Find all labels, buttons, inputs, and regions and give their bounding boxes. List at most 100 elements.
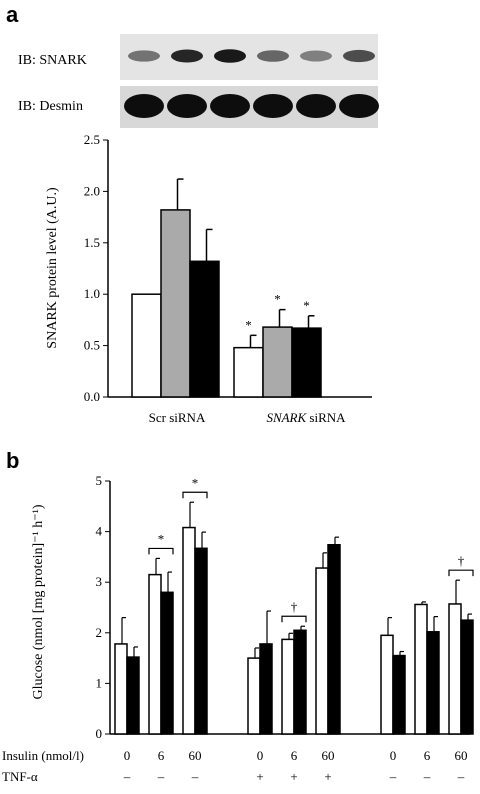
chart-a-group-label-scr: Scr siRNA: [149, 410, 206, 425]
snark-bands: [128, 49, 375, 63]
chart-b-condition-value: +: [457, 791, 464, 794]
chart-b-bar: [281, 638, 295, 735]
chart-b-condition-value: 0: [124, 748, 131, 763]
chart-b-condition-value: 0: [257, 748, 264, 763]
panel-a-letter: a: [6, 2, 19, 27]
chart-b-significance-symbol: *: [158, 531, 165, 546]
chart-b-significance-bracket: [182, 491, 208, 499]
western-blot: IB: SNARK IB: Desmin: [18, 34, 379, 128]
snark-band: [343, 49, 375, 63]
chart-a-bar: [233, 346, 264, 398]
chart-b-ytick-label: 4: [96, 524, 103, 539]
chart-b-significance-bracket: [448, 569, 474, 577]
panel-b-letter: b: [6, 448, 20, 473]
desmin-band: [339, 94, 379, 118]
chart-b-condition-value: 6: [291, 748, 298, 763]
chart-b-condition-label: TNF-α: [2, 769, 38, 784]
chart-b-condition-value: –: [256, 791, 264, 794]
chart-a-bar: [189, 260, 220, 398]
chart-b-condition-value: +: [324, 769, 331, 784]
snark-band: [171, 49, 203, 63]
chart-b-bar: [414, 603, 428, 735]
chart-a-ytick-label: 0.5: [84, 338, 100, 353]
chart-b-condition-value: +: [389, 791, 396, 794]
chart-a-ytick-label: 0.0: [84, 389, 100, 404]
chart-b-condition-value: 60: [322, 748, 335, 763]
chart-b-condition-value: –: [423, 769, 431, 784]
chart-b-bar: [380, 634, 394, 735]
chart-b-condition-value: +: [290, 769, 297, 784]
chart-b-bar: [114, 643, 128, 735]
chart-a-bar: [160, 209, 191, 398]
chart-b-condition-label: Insulin (nmol/l): [2, 748, 84, 763]
chart-a-group-label-rest: siRNA: [306, 410, 346, 425]
chart-b-bar: [315, 567, 329, 735]
desmin-band: [296, 94, 336, 118]
chart-b-bar: [126, 656, 140, 735]
chart-a-significance-marker: *: [245, 317, 252, 332]
chart-b-bar: [448, 603, 462, 735]
chart-b-bar: [460, 619, 474, 735]
snark-band: [257, 50, 289, 62]
chart-a: SNARK protein level (A.U.) 0.0 0.5 1.0 1.5 2…: [45, 132, 372, 425]
chart-b-ytick-label: 1: [96, 675, 103, 690]
snark-band: [128, 50, 160, 62]
chart-a-group-label-snark: SNARK siRNA: [266, 410, 346, 425]
chart-b-significance-symbol: †: [291, 599, 298, 614]
chart-b-significance-symbol: *: [192, 475, 199, 490]
chart-b-ytick-label: 3: [96, 574, 103, 589]
chart-b: Glucose (nmol [mg protein]⁻¹ h⁻¹) 0 1 2 3 4 5…: [2, 473, 474, 794]
chart-b-bar: [160, 591, 174, 735]
chart-b-bar: [247, 657, 261, 735]
chart-b-bar: [259, 643, 273, 735]
chart-b-condition-value: –: [191, 769, 199, 784]
chart-a-bar: [291, 327, 322, 398]
chart-a-ytick-label: 1.5: [84, 235, 100, 250]
chart-b-condition-value: 0: [390, 748, 397, 763]
chart-a-bar: [262, 326, 293, 398]
chart-b-condition-value: –: [123, 769, 131, 784]
chart-b-condition-value: +: [423, 791, 430, 794]
desmin-band: [253, 94, 293, 118]
chart-b-ylabel: Glucose (nmol [mg protein]⁻¹ h⁻¹): [31, 504, 46, 699]
blot-label-snark: IB: SNARK: [18, 53, 87, 68]
chart-b-condition-value: 60: [455, 748, 468, 763]
chart-b-bar: [182, 526, 196, 735]
chart-b-condition-value: 6: [424, 748, 431, 763]
chart-b-ytick-label: 2: [96, 625, 103, 640]
chart-b-significance-bracket: [281, 615, 307, 623]
chart-b-condition-value: –: [389, 769, 397, 784]
desmin-band: [167, 94, 207, 118]
chart-b-bar: [392, 654, 406, 735]
chart-a-significance-marker: *: [303, 298, 310, 313]
chart-a-group-label-italic: SNARK: [266, 410, 307, 425]
blot-label-desmin: IB: Desmin: [18, 99, 83, 114]
chart-b-bar: [293, 629, 307, 735]
chart-b-bar: [148, 573, 162, 735]
desmin-band: [124, 94, 164, 118]
snark-band: [214, 49, 246, 63]
chart-b-significance-bracket: [148, 547, 174, 555]
desmin-bands: [124, 94, 379, 118]
chart-b-condition-value: –: [157, 769, 165, 784]
chart-b-condition-value: –: [290, 791, 298, 794]
chart-a-bar: [131, 293, 162, 398]
chart-b-condition-value: 6: [158, 748, 165, 763]
chart-b-condition-value: –: [191, 791, 199, 794]
chart-a-ytick-label: 1.0: [84, 286, 100, 301]
chart-a-ytick-label: 2.0: [84, 183, 100, 198]
snark-band: [300, 50, 332, 62]
chart-b-condition-value: –: [123, 791, 131, 794]
chart-b-condition-value: +: [256, 769, 263, 784]
chart-b-condition-value: 60: [189, 748, 202, 763]
chart-b-bar: [426, 631, 440, 735]
chart-a-ylabel: SNARK protein level (A.U.): [45, 187, 60, 349]
chart-b-ytick-label: 0: [96, 726, 103, 741]
chart-b-bar: [194, 547, 208, 735]
chart-a-ytick-label: 2.5: [84, 132, 100, 147]
chart-b-bar: [327, 544, 341, 735]
chart-b-condition-value: –: [457, 769, 465, 784]
chart-a-significance-marker: *: [274, 292, 281, 307]
desmin-band: [210, 94, 250, 118]
